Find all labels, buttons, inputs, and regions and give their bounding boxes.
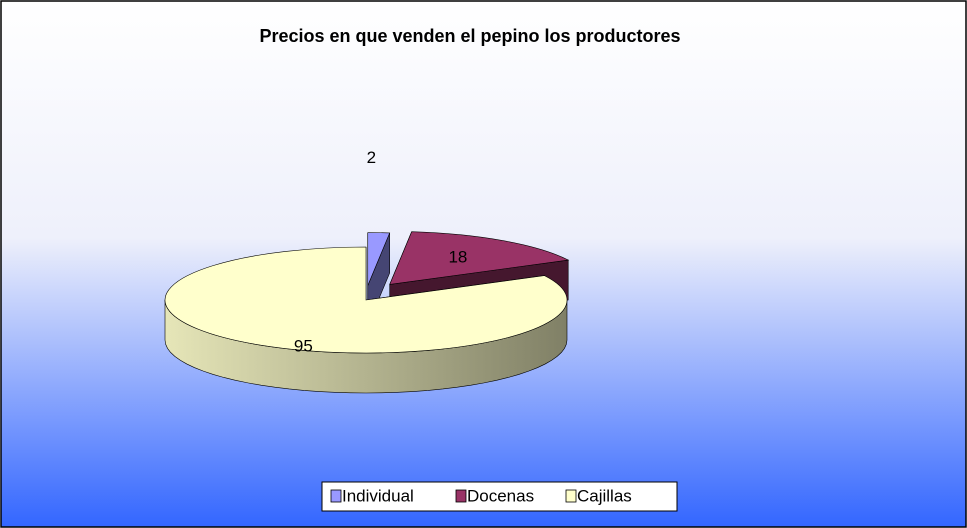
slice (367, 232, 391, 286)
legend-swatch (565, 489, 577, 503)
legend-swatch (330, 489, 342, 503)
slice (389, 231, 570, 285)
legend-label: Individual (342, 486, 414, 505)
legend-items: Individual Docenas Cajillas (330, 486, 632, 505)
chart-title: Precios en que venden el pepino los prod… (259, 26, 680, 46)
data-label: 95 (294, 337, 313, 356)
slice (164, 246, 568, 354)
legend-label: Cajillas (577, 486, 632, 505)
legend-swatch (455, 489, 467, 503)
legend-label: Docenas (467, 486, 534, 505)
data-label: 18 (448, 248, 467, 267)
pie: 2 18 95 (164, 148, 570, 394)
data-label: 2 (367, 148, 376, 167)
legend (321, 481, 678, 512)
